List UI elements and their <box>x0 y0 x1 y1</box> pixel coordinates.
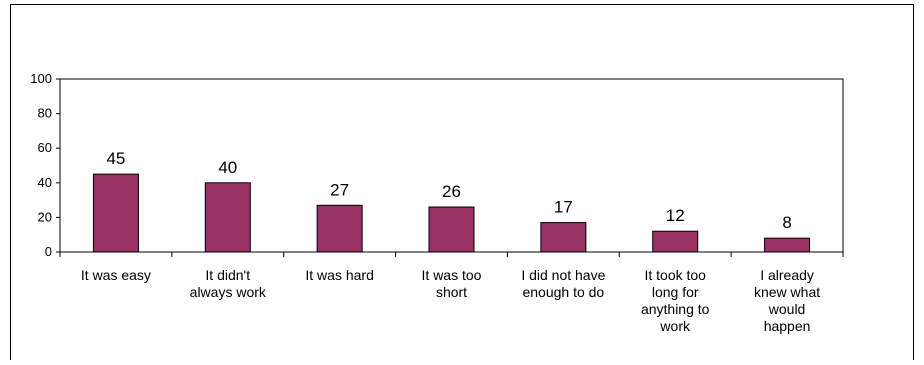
category-label-line: long for <box>652 284 699 300</box>
category-label: I already knew what would happen <box>754 267 820 334</box>
category-label-line: I did not have <box>521 267 605 283</box>
category-label-line: work <box>659 318 691 334</box>
category-label-line: knew what <box>754 284 820 300</box>
category-label-line: enough to do <box>522 284 604 300</box>
category-label: It didn't always work <box>190 267 267 300</box>
bar <box>540 222 587 253</box>
data-label: 45 <box>106 149 125 168</box>
data-label: 40 <box>218 158 237 177</box>
y-tick-label: 100 <box>30 71 52 86</box>
data-label: 26 <box>442 182 461 201</box>
category-label-line: anything to <box>641 301 710 317</box>
category-label-line: It was too <box>422 267 482 283</box>
category-label-line: happen <box>764 318 811 334</box>
y-tick-label: 80 <box>38 106 52 121</box>
category-label-line: It was hard <box>305 267 373 283</box>
chart-frame <box>10 4 914 360</box>
data-label: 8 <box>782 213 791 232</box>
y-tick-label: 60 <box>38 140 52 155</box>
category-label-line: It was easy <box>81 267 151 283</box>
bar <box>764 237 811 253</box>
category-label-line: I already <box>760 267 814 283</box>
y-tick-label: 0 <box>45 244 52 259</box>
category-label: It took too long for anything to work <box>641 267 710 334</box>
category-label-line: It took too <box>644 267 706 283</box>
bar <box>316 204 363 253</box>
bar <box>204 182 251 253</box>
data-label: 17 <box>554 198 573 217</box>
category-label: I did not have enough to do <box>521 267 605 300</box>
category-label: It was easy <box>81 267 151 283</box>
category-label-line: always work <box>190 284 267 300</box>
plot-area: 0 20 40 60 80 100 45 It was easy 40 It didn't alwa… <box>30 71 844 334</box>
category-label: It was too short <box>422 267 482 300</box>
bar <box>428 206 475 253</box>
category-label: It was hard <box>305 267 373 283</box>
y-tick-label: 40 <box>38 175 52 190</box>
bar <box>92 173 139 253</box>
data-label: 12 <box>666 206 685 225</box>
y-tick-label: 20 <box>38 209 52 224</box>
category-label-line: short <box>436 284 467 300</box>
data-label: 27 <box>330 180 349 199</box>
bar <box>652 230 699 253</box>
category-label-line: would <box>768 301 806 317</box>
category-label-line: It didn't <box>205 267 250 283</box>
